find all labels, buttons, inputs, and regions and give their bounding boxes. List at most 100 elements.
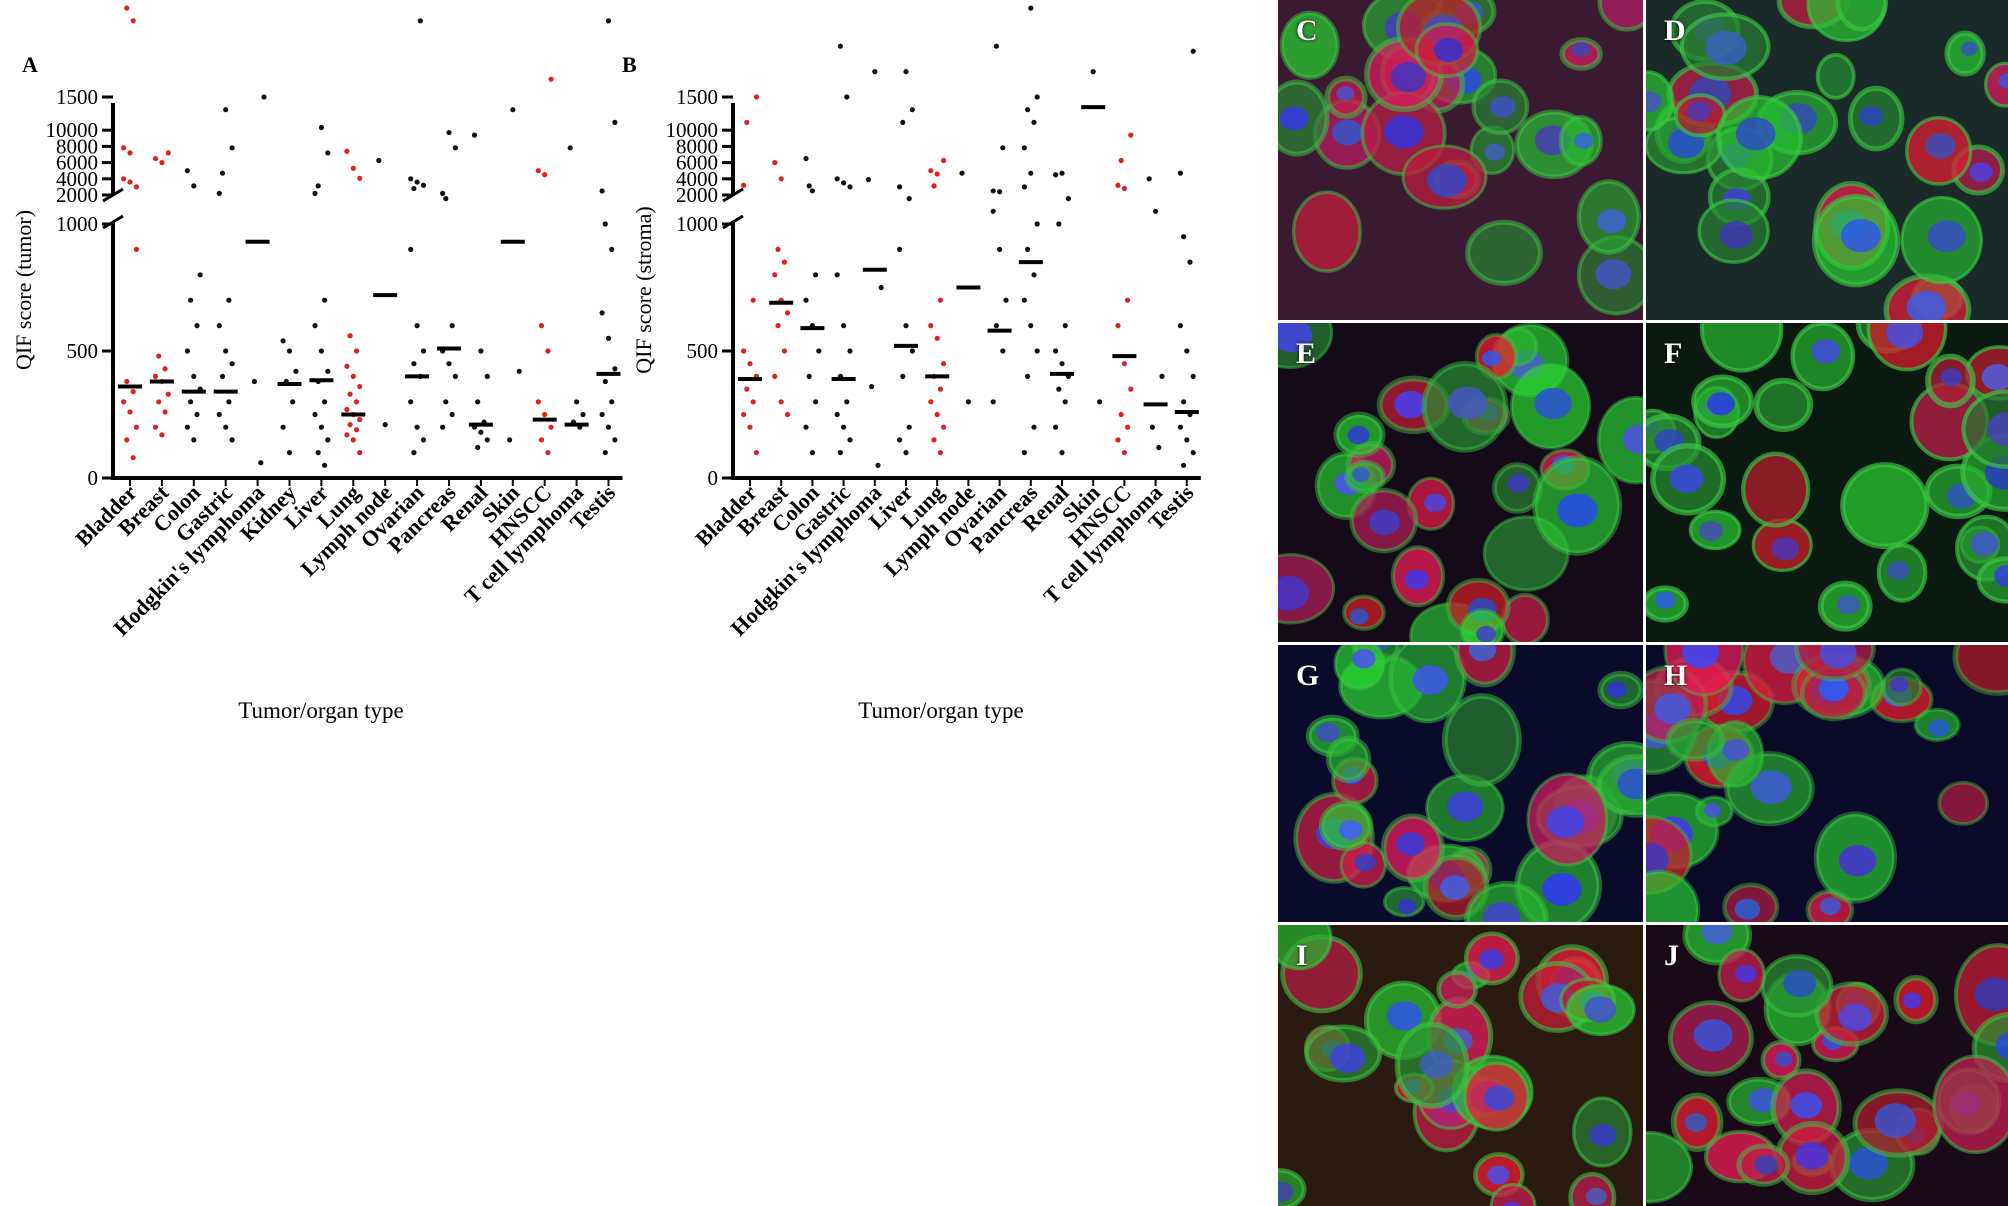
data-point [834,176,840,182]
data-point [741,182,747,188]
data-point [747,424,753,430]
data-point [990,188,996,194]
data-point [223,348,229,354]
data-point [350,373,356,379]
cell-nucleus [1928,719,1950,737]
data-point [325,437,331,443]
cell-nucleus [1703,803,1721,818]
cell-nucleus [1970,532,1999,556]
data-point [229,361,235,367]
cell-nucleus [1811,339,1841,364]
cell-nucleus [1848,1147,1888,1180]
data-point [162,409,168,415]
y-tick-label: 1000 [676,212,718,236]
data-point [903,450,909,456]
micrograph-grid: C D E F G H I J [1278,0,2008,1206]
data-point [903,69,909,75]
cell-nucleus [1447,386,1487,420]
cell-nucleus [1836,594,1860,615]
data-point [318,124,324,131]
data-point [1065,196,1071,202]
cell-nucleus [1819,897,1841,916]
data-point [229,437,235,443]
cell-nucleus [1354,853,1376,872]
cell-body [1596,395,1643,485]
data-point [1177,424,1183,430]
data-point [226,297,232,303]
data-point [258,460,264,466]
data-point [286,450,293,456]
y-axis-label: QIF score (tumor) [11,210,36,370]
cell-nucleus [1858,105,1884,127]
micrograph-image [1278,0,1643,316]
data-point [813,272,819,278]
cell-nucleus [1693,1019,1733,1052]
data-point [124,378,130,385]
data-point [1121,185,1127,192]
cell-nucleus [1330,1043,1366,1073]
data-point [535,168,541,174]
data-point [803,155,809,162]
cell-nucleus [1278,575,1310,611]
data-point [452,373,458,379]
data-point [928,323,934,329]
data-point [1115,323,1121,329]
cell-nucleus [1701,925,1733,945]
data-point [781,348,788,354]
cell-nucleus [1557,493,1598,528]
data-point [897,184,903,190]
cell-body [1436,970,1478,1009]
cell-nucleus [1424,493,1446,512]
cell-nucleus [1981,364,2008,391]
data-point [1053,424,1059,430]
data-point [165,150,171,156]
data-point [837,450,844,456]
data-point [1028,323,1034,329]
data-point [229,145,235,151]
micrograph-h: H [1646,645,2008,922]
cell-nucleus [1489,96,1516,118]
cell-nucleus [1331,119,1364,146]
data-point [322,399,328,405]
y-tick-label: 10000 [666,118,719,142]
data-point [420,437,427,443]
cell-nucleus [1347,425,1370,445]
cell-nucleus [1994,564,2008,587]
data-point [156,399,162,405]
data-point [152,155,159,162]
data-point [837,43,844,49]
data-point [216,190,222,196]
cell-nucleus [1349,608,1369,625]
data-point [775,246,781,252]
data-point [609,399,615,405]
data-point [878,284,884,291]
cell-nucleus [1383,115,1424,149]
cell-nucleus [1433,37,1464,63]
data-point [159,432,165,438]
data-point [184,348,190,354]
data-point [350,437,356,443]
data-point [420,182,427,188]
data-point [251,378,257,385]
data-point [934,171,940,177]
cell-nucleus [1534,387,1572,420]
y-tick-label: 10000 [46,118,99,142]
cell-nucleus [1542,872,1582,906]
data-point [865,177,872,183]
data-point [440,190,446,196]
data-point [909,107,916,113]
cell-nucleus [1719,221,1753,249]
data-point [325,368,331,374]
cell-nucleus [1790,1092,1822,1119]
data-point [1128,132,1134,138]
data-point [744,386,750,392]
data-point [312,323,318,329]
axis-break-mark [102,214,124,230]
data-point [152,424,159,430]
cell-nucleus [1750,770,1792,805]
data-point [775,323,781,329]
data-point [1177,170,1183,176]
data-point [197,272,203,278]
cell-nucleus [1681,645,1720,669]
data-point [997,189,1003,195]
